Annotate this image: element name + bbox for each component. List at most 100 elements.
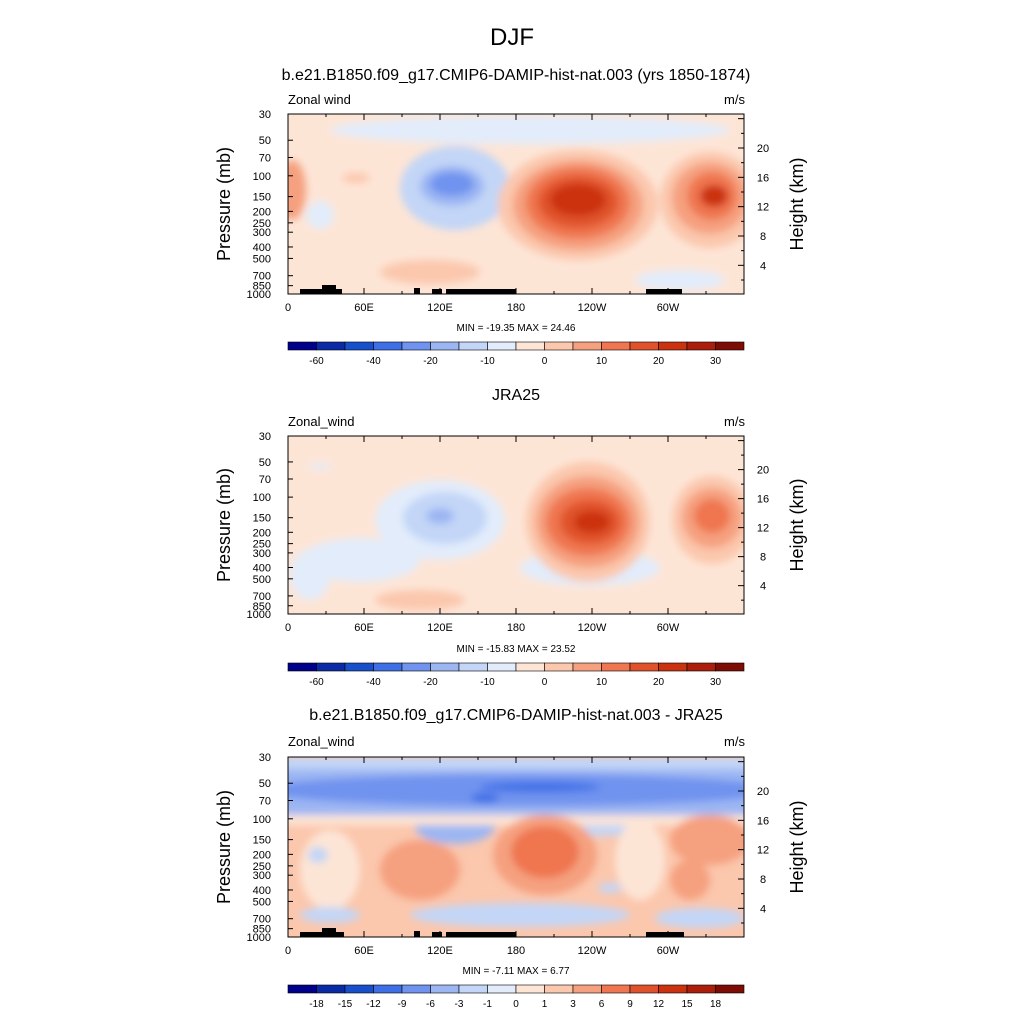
panel-1-units-label: m/s — [724, 92, 745, 107]
colorbar-label: -12 — [366, 999, 381, 1010]
height-tick-label: 4 — [760, 260, 766, 272]
height-tick-label: 8 — [760, 231, 766, 243]
colorbar-swatch — [715, 662, 745, 672]
panel-3-colorbar: -18 -15 -12 -9 -6 -3 -1 0 1 3 6 9 12 15 18 — [287, 984, 745, 1010]
panel-3: b.e21.B1850.f09_g17.CMIP6-DAMIP-hist-nat… — [214, 707, 807, 1010]
y-tick-label: 250 — [253, 861, 271, 873]
height-tick-label: 8 — [760, 552, 766, 564]
panel-1-colorbar: -60 -40 -20 -10 0 10 20 30 — [287, 341, 745, 367]
y-tick-label: 200 — [253, 206, 271, 218]
panel-2-units-label: m/s — [724, 414, 745, 429]
y-tick-label: 700 — [253, 914, 271, 926]
colorbar-label: -60 — [309, 677, 324, 688]
y-tick-label: 700 — [253, 591, 271, 603]
colorbar-swatch — [601, 341, 631, 351]
colorbar-swatch — [458, 984, 488, 994]
panel-3-stats: MIN = -7.11 MAX = 6.77 — [462, 966, 570, 977]
y-tick-label: 150 — [253, 192, 271, 204]
colorbar-label: -40 — [366, 356, 381, 367]
colorbar-swatch — [373, 662, 403, 672]
x-tick-label: 0 — [285, 622, 291, 634]
colorbar-swatch — [515, 341, 545, 351]
colorbar-label: 10 — [596, 677, 608, 688]
panel-1-ylabel: Pressure (mb) — [214, 147, 234, 261]
colorbar-swatch — [487, 984, 517, 994]
height-tick-label: 16 — [757, 494, 769, 506]
x-tick-label: 120W — [578, 302, 607, 314]
y-tick-label: 300 — [253, 227, 271, 239]
panel-2: JRA25 Zonal_wind m/s — [214, 387, 807, 688]
colorbar-label: -20 — [423, 677, 438, 688]
colorbar-swatch — [629, 984, 659, 994]
panel-3-ylabel-right: Height (km) — [787, 800, 807, 893]
colorbar-label: 30 — [710, 356, 722, 367]
y-tick-label: 850 — [253, 601, 271, 613]
height-tick-label: 20 — [757, 465, 769, 477]
colorbar-swatch — [572, 341, 602, 351]
panel-1-field-label: Zonal wind — [288, 92, 351, 107]
colorbar-swatch — [686, 984, 716, 994]
panel-2-title: JRA25 — [492, 387, 540, 404]
colorbar-swatch — [544, 341, 574, 351]
colorbar-swatch — [572, 662, 602, 672]
colorbar-label: 30 — [710, 677, 722, 688]
colorbar-swatch — [715, 341, 745, 351]
y-tick-label: 30 — [259, 752, 271, 764]
colorbar-swatch — [287, 662, 317, 672]
panel-1-contour-field — [288, 114, 744, 294]
colorbar-label: 12 — [653, 999, 665, 1010]
colorbar-swatch — [629, 662, 659, 672]
x-tick-label: 60E — [354, 945, 374, 957]
colorbar-label: -15 — [338, 999, 353, 1010]
panel-2-stats: MIN = -15.83 MAX = 23.52 — [457, 644, 576, 655]
figure-title: DJF — [490, 24, 534, 51]
x-tick-label: 60W — [657, 302, 680, 314]
panel-3-title: b.e21.B1850.f09_g17.CMIP6-DAMIP-hist-nat… — [309, 707, 723, 724]
colorbar-swatch — [401, 662, 431, 672]
panel-2-ylabel-right: Height (km) — [787, 478, 807, 571]
colorbar-swatch — [344, 662, 374, 672]
x-tick-label: 0 — [285, 945, 291, 957]
y-tick-label: 200 — [253, 527, 271, 539]
y-tick-label: 70 — [259, 474, 271, 486]
colorbar-swatch — [316, 662, 346, 672]
y-tick-label: 500 — [253, 253, 271, 265]
panel-3-topography — [300, 928, 684, 937]
colorbar-label: 10 — [596, 356, 608, 367]
y-tick-label: 850 — [253, 924, 271, 936]
y-tick-label: 100 — [253, 814, 271, 826]
colorbar-swatch — [430, 662, 460, 672]
colorbar-label: -6 — [426, 999, 435, 1010]
y-tick-label: 700 — [253, 271, 271, 283]
colorbar-swatch — [344, 341, 374, 351]
panel-3-units-label: m/s — [724, 734, 745, 749]
colorbar-label: -60 — [309, 356, 324, 367]
y-tick-label: 30 — [259, 109, 271, 121]
x-tick-label: 180 — [507, 302, 525, 314]
x-tick-label: 180 — [507, 622, 525, 634]
x-tick-label: 120E — [427, 945, 453, 957]
y-tick-label: 400 — [253, 562, 271, 574]
y-tick-label: 300 — [253, 870, 271, 882]
panel-1-stats: MIN = -19.35 MAX = 24.46 — [457, 323, 576, 334]
colorbar-swatch — [430, 984, 460, 994]
colorbar-swatch — [515, 984, 545, 994]
colorbar-swatch — [658, 662, 688, 672]
y-tick-label: 1000 — [247, 932, 271, 944]
y-tick-label: 150 — [253, 513, 271, 525]
colorbar-swatch — [601, 984, 631, 994]
colorbar-label: -40 — [366, 677, 381, 688]
colorbar-swatch — [544, 662, 574, 672]
colorbar-label: -10 — [480, 356, 495, 367]
y-tick-label: 200 — [253, 849, 271, 861]
colorbar-label: 3 — [570, 999, 576, 1010]
y-tick-label: 50 — [259, 135, 271, 147]
height-tick-label: 20 — [757, 786, 769, 798]
colorbar-label: 0 — [513, 999, 519, 1010]
y-tick-label: 400 — [253, 242, 271, 254]
height-tick-label: 20 — [757, 143, 769, 155]
panel-3-ylabel: Pressure (mb) — [214, 790, 234, 904]
colorbar-label: -9 — [398, 999, 407, 1010]
